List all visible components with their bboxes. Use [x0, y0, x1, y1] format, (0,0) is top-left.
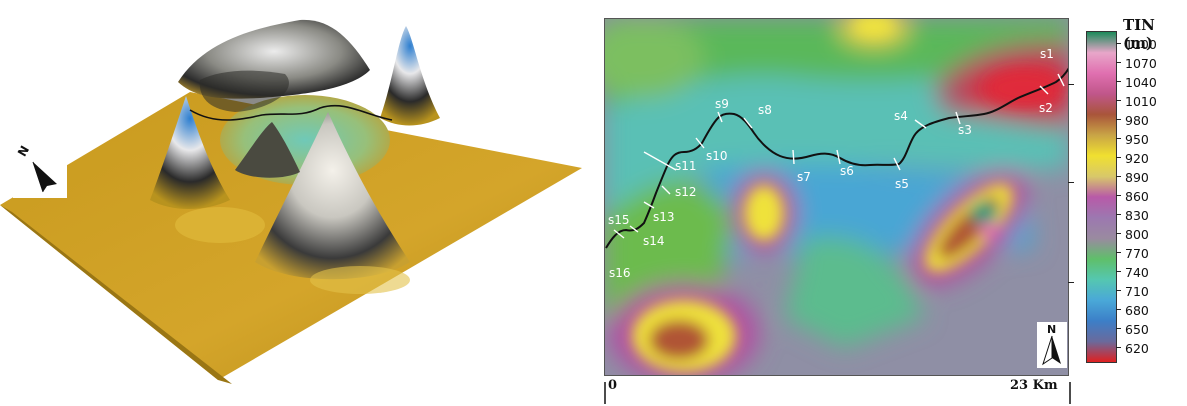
station-label: s8: [758, 103, 772, 117]
legend-tick: [1116, 176, 1121, 177]
map-profile-line: [605, 67, 1069, 249]
terrain-peak-left: [150, 96, 230, 209]
legend-label: 1100: [1125, 37, 1157, 52]
station-label: s12: [675, 185, 697, 199]
legend-title: TIN (m): [1123, 16, 1155, 52]
station-label: s5: [895, 177, 909, 191]
station-label: s11: [675, 159, 697, 173]
terrain-peak-central: [255, 112, 410, 280]
legend-label: 800: [1125, 227, 1149, 242]
terrain-flank: [175, 207, 265, 243]
north-label-3d: N: [15, 143, 32, 159]
station-label: s2: [1039, 101, 1053, 115]
station-label: s7: [797, 170, 811, 184]
legend-tick: [1116, 43, 1121, 44]
scale-end-label: 23 Km: [1010, 378, 1058, 393]
legend-label: 740: [1125, 265, 1149, 280]
legend-tick: [1116, 119, 1121, 120]
legend-label: 1070: [1125, 56, 1157, 71]
legend-tick: [1116, 290, 1121, 291]
scale-bar: [604, 382, 1071, 404]
legend-label: 920: [1125, 151, 1149, 166]
terrain-plain-edge: [0, 205, 232, 384]
station-ticks: [613, 73, 1065, 239]
legend-tick: [1116, 309, 1121, 310]
legend-tick: [1116, 252, 1121, 253]
legend-tick: [1116, 347, 1121, 348]
terrain-peak-right: [380, 26, 440, 126]
legend-tick: [1116, 271, 1121, 272]
legend-label: 1040: [1125, 75, 1157, 90]
map-edge-tick: [1068, 282, 1074, 283]
station-label: s1: [1040, 47, 1054, 61]
legend-tick: [1116, 195, 1121, 196]
elevation-map: [604, 18, 1069, 376]
station-label: s3: [958, 123, 972, 137]
legend-label: 950: [1125, 132, 1149, 147]
legend-tick: [1116, 138, 1121, 139]
station-label: s16: [609, 266, 631, 280]
north-arrow-icon: N: [15, 143, 57, 193]
station-label: s10: [706, 149, 728, 163]
terrain-profile-line: [189, 104, 393, 121]
legend-label: 620: [1125, 341, 1149, 356]
legend-label: 980: [1125, 113, 1149, 128]
legend-label: 770: [1125, 246, 1149, 261]
north-arrow-3d: N: [13, 140, 67, 198]
legend-tick: [1116, 100, 1121, 101]
legend-tick: [1116, 81, 1121, 82]
legend-tick: [1116, 214, 1121, 215]
legend-color-ramp: [1086, 31, 1117, 363]
legend-label: 650: [1125, 322, 1149, 337]
north-arrow-icon: N: [1037, 322, 1067, 368]
station-label: s9: [715, 97, 729, 111]
terrain-knob: [235, 122, 300, 178]
terrain-3d-view: [0, 19, 582, 384]
legend-label: 830: [1125, 208, 1149, 223]
legend-label: 710: [1125, 284, 1149, 299]
station-label: s4: [894, 109, 908, 123]
legend-label: 680: [1125, 303, 1149, 318]
legend-tick: [1116, 328, 1121, 329]
north-label-2d: N: [1047, 323, 1056, 336]
station-label: s15: [608, 213, 630, 227]
station-label: s14: [643, 234, 665, 248]
legend-tick: [1116, 157, 1121, 158]
station-label: s13: [653, 210, 675, 224]
terrain-flank: [310, 266, 410, 294]
scale-start-label: 0: [608, 378, 618, 393]
legend-label: 890: [1125, 170, 1149, 185]
legend-tick: [1116, 62, 1121, 63]
station-label: s6: [840, 164, 854, 178]
map-edge-tick: [1068, 84, 1074, 85]
legend-tick: [1116, 233, 1121, 234]
legend-label: 1010: [1125, 94, 1157, 109]
map-edge-tick: [1068, 182, 1074, 183]
terrain-ridge-shadow: [199, 70, 289, 112]
legend-label: 860: [1125, 189, 1149, 204]
